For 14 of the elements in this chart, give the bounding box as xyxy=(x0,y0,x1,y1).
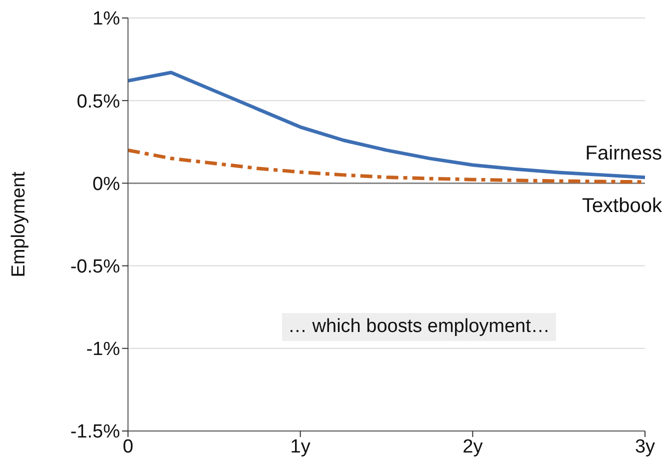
x-tick-label: 0 xyxy=(122,436,134,458)
y-tick-label: 0% xyxy=(92,174,120,195)
y-tick-label: 0.5% xyxy=(76,91,120,112)
x-tick-label: 1y xyxy=(290,436,311,458)
y-tick-label: -0.5% xyxy=(70,256,120,278)
x-tick-label: 2y xyxy=(462,436,484,458)
series-label: Textbook xyxy=(582,194,663,217)
x-tick-label: 3y xyxy=(634,436,656,458)
y-tick-label: 1% xyxy=(92,8,120,30)
annotation: … which boosts employment… xyxy=(282,313,556,341)
y-tick-label: -1% xyxy=(86,339,120,360)
series-label: Fairness xyxy=(585,142,662,164)
y-tick-label: -1.5% xyxy=(70,422,120,443)
y-axis-title: Employment xyxy=(8,170,30,278)
